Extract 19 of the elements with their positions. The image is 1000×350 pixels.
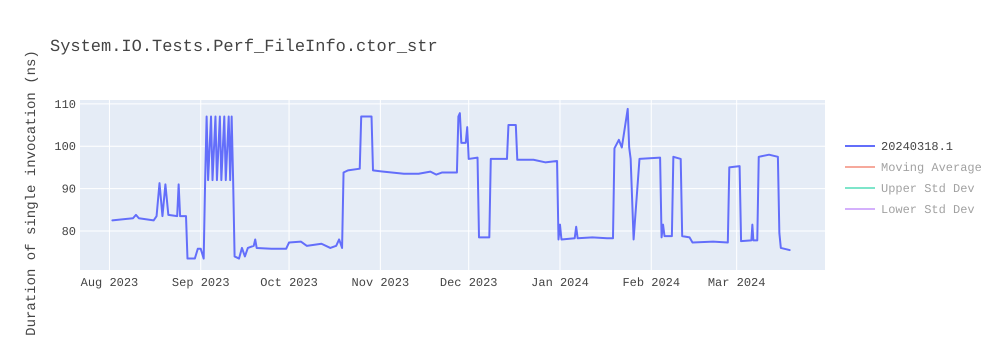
x-tick-label: Feb 2024: [622, 276, 680, 290]
x-tick-label: Dec 2023: [440, 276, 498, 290]
legend-label: Lower Std Dev: [881, 203, 975, 217]
y-tick-label: 100: [54, 140, 76, 154]
x-tick-label: Mar 2024: [708, 276, 766, 290]
chart-title: System.IO.Tests.Perf_FileInfo.ctor_str: [50, 38, 438, 57]
y-axis-title: Duration of single invocation (ns): [24, 50, 40, 336]
line-series: [111, 108, 791, 260]
y-tick-label: 110: [54, 98, 76, 112]
legend-label: Moving Average: [881, 161, 982, 175]
y-tick-label: 90: [62, 182, 76, 197]
x-tick-label: Oct 2023: [260, 276, 318, 290]
x-tick-label: Sep 2023: [172, 276, 230, 290]
x-tick-label: Jan 2024: [531, 276, 589, 290]
x-tick-label: Nov 2023: [352, 276, 410, 290]
x-tick-label: Aug 2023: [80, 276, 138, 290]
legend-label: 20240318.1: [881, 140, 954, 154]
y-tick-label: 80: [62, 225, 76, 239]
legend-label: Upper Std Dev: [881, 182, 975, 196]
